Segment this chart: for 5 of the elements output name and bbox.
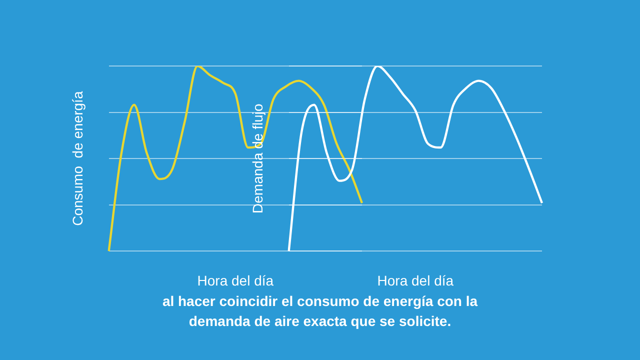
y-axis-title: Consumo de energía [69,91,86,226]
x-axis-title: Hora del día [377,272,454,288]
y-axis-title: Demanda de flujo [249,104,266,214]
text: al hacer coincidir el consumo de energía con la demanda de aire exacta que se solicite. [161,292,479,331]
x-axis-title: Hora del día [197,272,274,288]
